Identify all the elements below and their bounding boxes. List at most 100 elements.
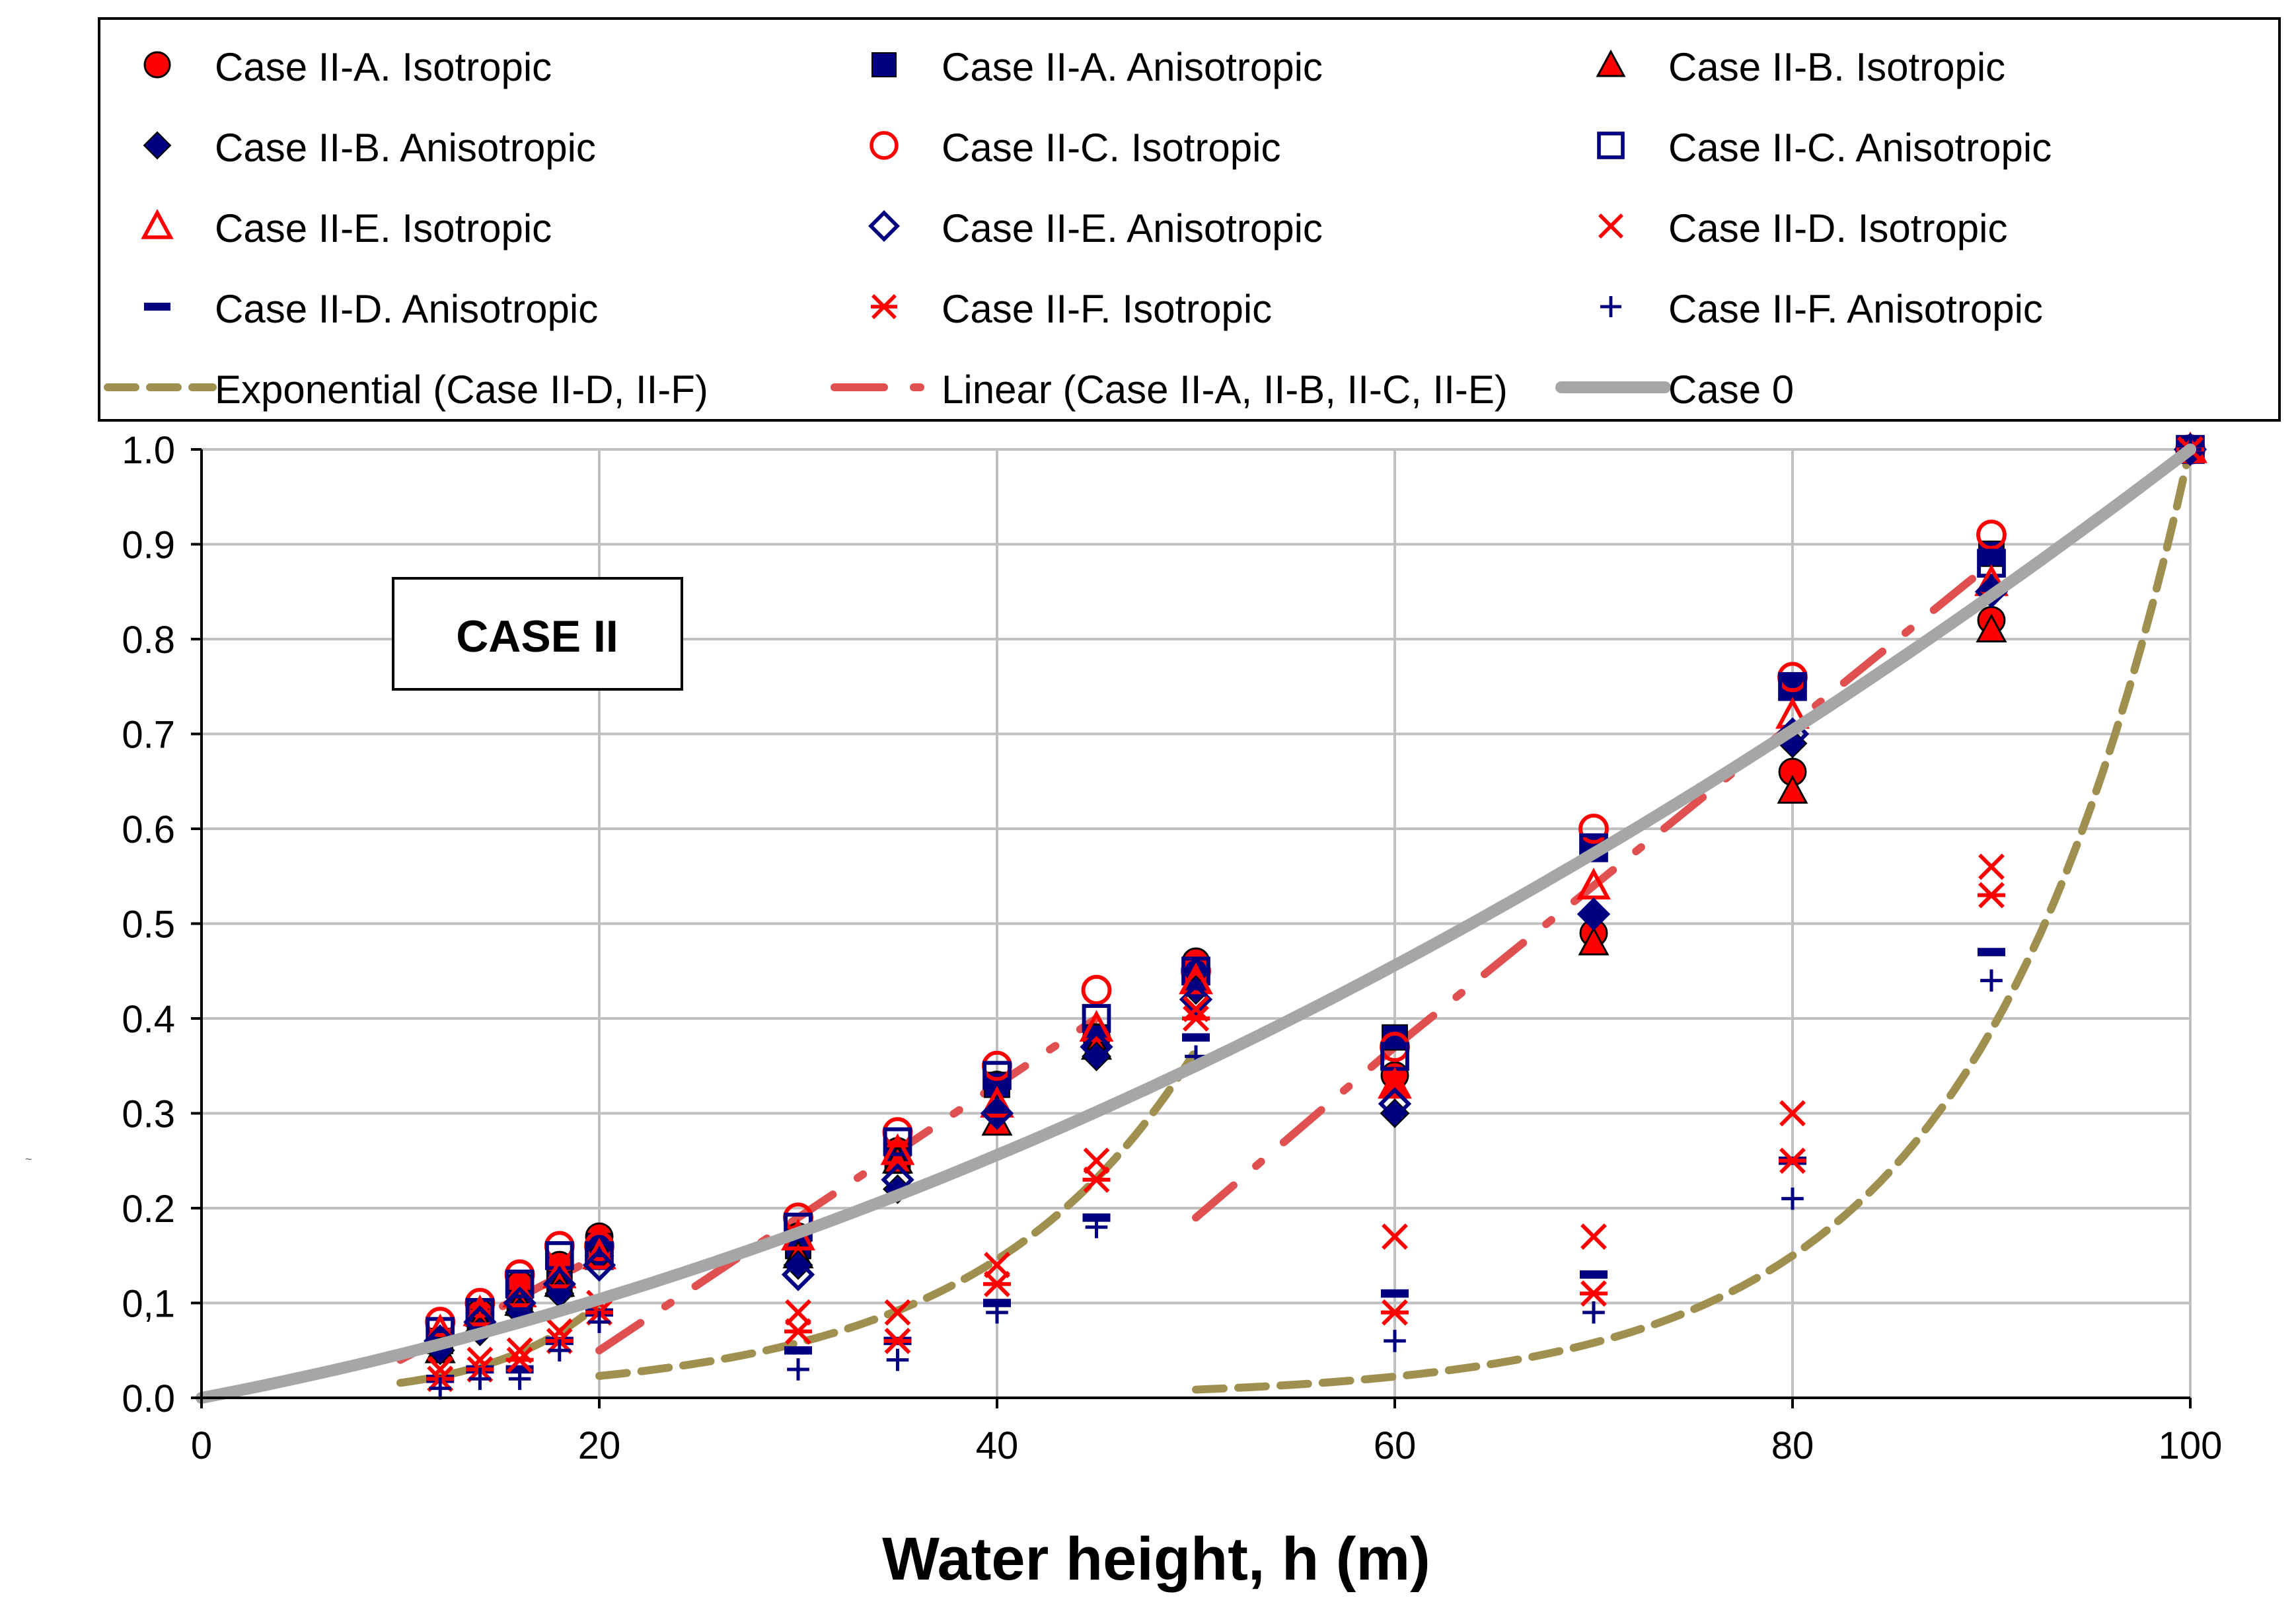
data-point xyxy=(1179,962,1213,995)
data-point xyxy=(542,1256,577,1289)
trendline-case-0 xyxy=(196,443,2196,1404)
data-point xyxy=(1082,1167,1111,1193)
data-point xyxy=(1781,1187,1804,1210)
data-point xyxy=(1580,1223,1607,1250)
data-point xyxy=(881,1145,914,1174)
data-point xyxy=(1978,882,2005,909)
legend-label: Case II-F. Isotropic xyxy=(942,287,1272,331)
data-point xyxy=(781,1258,815,1291)
legend-label: Case II-B. Isotropic xyxy=(1668,45,2005,89)
data-point xyxy=(505,1269,535,1299)
data-point xyxy=(1081,975,1112,1005)
data-point xyxy=(1582,1301,1605,1324)
legend-item-case-ii-a-isotropic: Case II-A. Isotropic xyxy=(143,45,552,89)
data-point xyxy=(542,1267,576,1301)
data-point xyxy=(1382,1223,1408,1250)
y-tick-label-10: 1.0 xyxy=(122,429,175,472)
data-point xyxy=(1083,1147,1110,1174)
x-axis-title: Water height, h (m) xyxy=(882,1525,1430,1593)
data-point xyxy=(548,1339,571,1362)
legend-item-case-ii-c-isotropic: Case II-C. Isotropic xyxy=(870,126,1281,170)
legend-label: Case II-E. Anisotropic xyxy=(942,206,1323,250)
legend-marker xyxy=(1598,213,1623,239)
data-point xyxy=(1182,1033,1210,1042)
y-tick-labels: 0.0 0,1 0.2 0.3 0.4 0.5 0.6 0.7 0.8 0.9 1.0 xyxy=(122,429,175,1420)
legend-item-exponential-case-ii-d-ii-f: Exponential (Case II-D, II-F) xyxy=(104,367,708,412)
data-point xyxy=(980,1096,1014,1130)
legend-item-case-ii-a-anisotropic: Case II-A. Anisotropic xyxy=(871,45,1323,89)
legend-marker xyxy=(144,303,170,311)
x-tick-label-40: 40 xyxy=(976,1424,1019,1467)
data-point xyxy=(1978,948,2005,956)
series-case-ii-c-anisotropic xyxy=(426,435,2205,1346)
y-tick-label-8: 0.8 xyxy=(122,619,175,662)
x-tick-labels: 0 20 40 60 80 100 xyxy=(191,1424,2223,1467)
legend-item-case-ii-e-isotropic: Case II-E. Isotropic xyxy=(141,206,552,250)
legend-marker xyxy=(870,131,899,160)
legend-marker xyxy=(143,131,172,160)
data-point xyxy=(505,1346,534,1373)
legend-label: Case II-D. Anisotropic xyxy=(215,287,598,331)
y-tick-label-5: 0.5 xyxy=(122,903,175,946)
legend-marker xyxy=(868,210,900,242)
stray-label: ~ xyxy=(25,1153,32,1166)
data-point xyxy=(1085,1215,1108,1239)
legend-label: Case II-A. Isotropic xyxy=(215,45,552,89)
data-point xyxy=(884,1299,911,1326)
legend-label: Case II-C. Anisotropic xyxy=(1668,126,2052,170)
legend-marker xyxy=(871,294,897,319)
data-point xyxy=(1976,613,2007,642)
legend-item-case-ii-e-anisotropic: Case II-E. Anisotropic xyxy=(868,206,1323,250)
legend-label: Linear (Case II-A, II-B, II-C, II-E) xyxy=(942,367,1508,412)
data-point xyxy=(784,1346,812,1355)
data-point xyxy=(787,1358,809,1381)
data-point xyxy=(1779,1100,1806,1127)
series-case-ii-d-anisotropic xyxy=(426,445,2204,1383)
y-tick-label-4: 0.4 xyxy=(122,998,175,1041)
y-tick-label-2: 0.2 xyxy=(122,1188,175,1231)
data-point xyxy=(1079,1010,1114,1042)
data-point xyxy=(1179,983,1213,1016)
data-point xyxy=(1182,1005,1210,1032)
data-point-layer xyxy=(423,431,2207,1400)
data-point xyxy=(1978,853,2005,880)
legend-label: Exponential (Case II-D, II-F) xyxy=(215,367,708,412)
data-point xyxy=(983,1270,1011,1297)
legend-box xyxy=(98,17,2281,422)
x-tick-label-60: 60 xyxy=(1374,1424,1417,1467)
data-point xyxy=(1976,519,2007,551)
data-point xyxy=(1576,867,1611,900)
legend-marker xyxy=(871,52,897,77)
legend-item-case-ii-d-anisotropic: Case II-D. Anisotropic xyxy=(144,287,598,331)
legend-item-case-ii-b-anisotropic: Case II-B. Anisotropic xyxy=(143,126,596,170)
y-tick-label-6: 0.6 xyxy=(122,808,175,851)
data-point xyxy=(2173,432,2207,467)
legend-label: Case II-C. Isotropic xyxy=(942,126,1281,170)
data-point xyxy=(1777,775,1808,804)
x-tick-label-20: 20 xyxy=(578,1424,621,1467)
data-point xyxy=(1580,1280,1608,1307)
trendline-exponential-case-ii-d-ii-f-segment-0 xyxy=(396,1299,603,1387)
annotation-label: CASE II xyxy=(456,611,618,662)
legend-item-case-ii-f-anisotropic: Case II-F. Anisotropic xyxy=(1600,287,2043,331)
data-point xyxy=(502,1275,537,1307)
data-point xyxy=(984,1252,1010,1279)
data-point xyxy=(1576,897,1611,931)
data-point xyxy=(1080,1030,1113,1064)
legend-label: Case II-F. Anisotropic xyxy=(1668,287,2043,331)
legend-label: Case II-D. Isotropic xyxy=(1668,206,2008,250)
data-point xyxy=(1384,1330,1406,1352)
trendline-linear-case-ii-a-ii-b-ii-c-ii-e-segment-3 xyxy=(1391,559,1995,1052)
legend-marker xyxy=(143,51,171,79)
data-point xyxy=(1578,814,1609,844)
series-case-ii-f-isotropic xyxy=(426,436,2204,1393)
data-point xyxy=(784,1318,812,1345)
y-tick-label-7: 0.7 xyxy=(122,714,175,757)
x-tick-label-80: 80 xyxy=(1771,1424,1814,1467)
x-tick-label-0: 0 xyxy=(191,1424,212,1467)
data-point xyxy=(429,1377,451,1400)
data-point xyxy=(1378,1067,1412,1099)
data-point xyxy=(582,1237,616,1270)
data-point xyxy=(785,1299,811,1326)
legend-label: Case 0 xyxy=(1668,367,1794,412)
